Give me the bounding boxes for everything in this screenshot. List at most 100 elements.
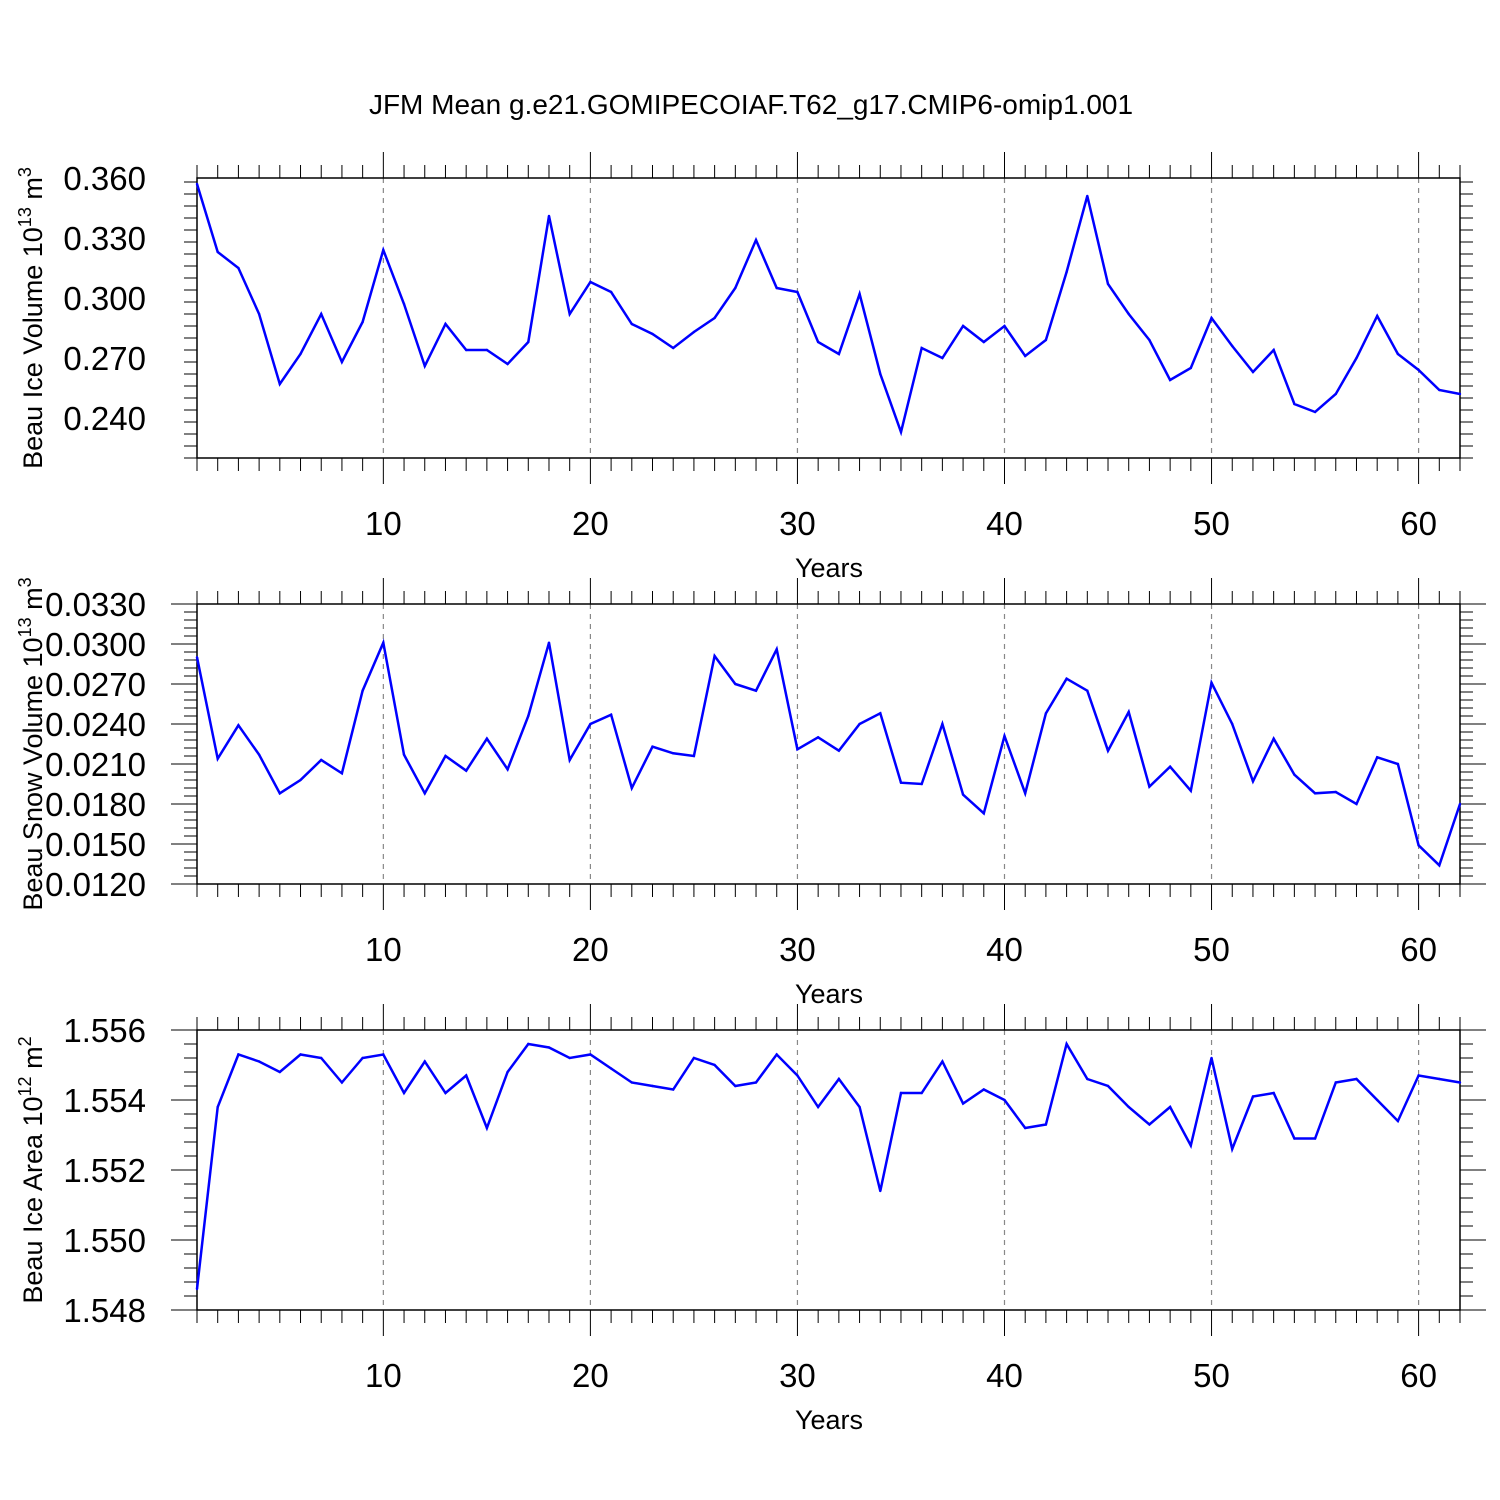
data-point [382,641,385,644]
data-point [589,722,592,726]
data-point [257,312,261,316]
data-point [320,312,323,316]
data-point [1148,785,1151,788]
data-point [382,248,385,252]
y-tick-label: 0.270 [63,340,146,377]
y-axis-title-part: m [18,1046,48,1076]
y-tick-label: 0.240 [63,400,146,437]
data-point [444,754,447,758]
data-point [216,757,219,760]
data-point [485,1126,489,1130]
data-point [672,346,675,350]
data-point [796,1074,799,1077]
data-point [1334,392,1337,396]
data-point [1044,338,1048,342]
data-point [982,812,985,815]
data-point [816,736,820,739]
y-tick-label: 0.0300 [45,626,146,663]
data-point [1210,1056,1213,1060]
x-tick-label: 50 [1193,931,1230,968]
data-point [837,1077,841,1081]
data-point [734,286,737,290]
y-tick-label: 0.300 [63,280,146,317]
data-point [796,290,799,294]
data-point [506,362,509,366]
x-tick-label: 30 [779,931,816,968]
data-point [547,1046,551,1049]
data-point [1417,844,1420,847]
data-point [1023,354,1027,358]
data-point [609,290,613,294]
data-point [1127,710,1130,714]
data-point [1231,344,1234,348]
data-point [609,1067,613,1070]
data-point [278,792,282,795]
data-point [1417,1074,1420,1077]
data-point [340,772,344,775]
series-line [195,183,1461,437]
data-point [506,1070,509,1074]
data-point [1251,1095,1255,1098]
data-point [899,781,903,784]
data-point [299,352,302,356]
data-point [1458,392,1462,396]
data-point [1355,1077,1358,1081]
data-point [527,1042,530,1046]
data-point [195,656,199,659]
data-point [1168,1105,1172,1109]
y-axis-title-superscript: 13 [15,207,35,227]
data-point [1086,194,1089,198]
data-point [920,346,923,350]
data-point [837,749,841,752]
data-point [1334,790,1337,794]
y-axis-title: Beau Ice Volume 1013 m3 [15,167,48,469]
data-point [1458,1081,1462,1084]
data-point [630,322,634,326]
data-point [734,682,737,686]
data-point [1438,388,1441,392]
data-point [858,292,861,296]
y-tick-label: 1.552 [63,1152,146,1189]
data-point [1375,1098,1379,1102]
y-tick-label: 0.0180 [45,786,146,823]
data-point [1189,366,1193,370]
data-point [713,316,716,320]
data-point [299,1053,302,1056]
y-tick-label: 0.0210 [45,746,146,783]
x-axis-title: Years [795,1405,863,1435]
data-point [1003,1098,1006,1102]
data-point [568,1056,571,1060]
y-tick-label: 0.360 [63,160,146,197]
data-point [216,1105,219,1109]
data-point [195,1287,199,1291]
data-point [1375,314,1379,318]
data-point [1313,410,1317,414]
data-point [1106,749,1110,752]
chart-panel-2: 0.03300.03000.02700.02400.02100.01800.01… [15,577,1486,1009]
data-point [651,1084,654,1088]
data-point [692,1056,696,1060]
x-tick-label: 30 [779,505,816,542]
data-point [278,382,282,386]
data-point [506,768,509,771]
data-point [816,340,820,344]
y-axis-title-part: m [18,177,48,207]
chart-panel-1: 0.360 0.330 0.300 0.270 0.240 10 20 30 40 50 60 Yea… [15,152,1473,583]
data-point [1438,864,1441,867]
data-point [278,1070,282,1074]
data-point [340,360,344,364]
data-point [547,641,551,644]
data-point [1003,324,1006,328]
x-tick-label: 10 [365,1357,402,1394]
data-point [485,737,489,740]
data-point [1065,270,1068,274]
data-point [796,748,799,751]
x-tick-label: 10 [365,505,402,542]
data-point [485,348,489,352]
data-point [589,280,592,284]
data-point [1231,1147,1234,1151]
x-tick-label: 50 [1193,505,1230,542]
data-point [568,312,571,316]
data-point [1272,737,1275,740]
data-point [340,1081,344,1084]
